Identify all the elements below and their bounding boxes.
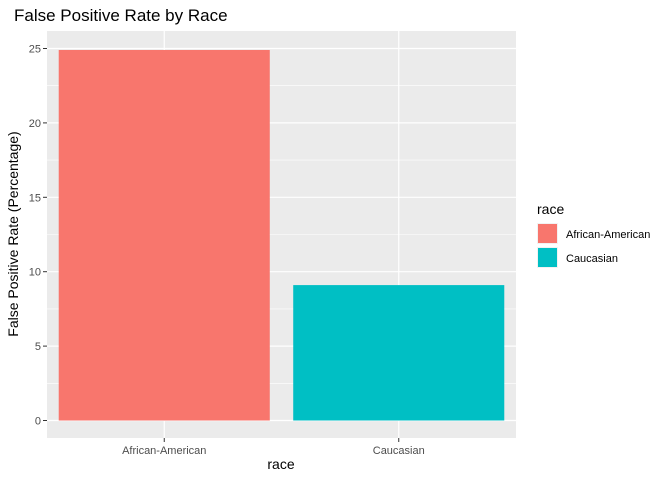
x-tick-label: African-American <box>122 445 206 457</box>
legend-swatch <box>538 248 557 267</box>
chart-title: False Positive Rate by Race <box>14 6 228 25</box>
y-axis-title: False Positive Rate (Percentage) <box>5 131 21 336</box>
bar-caucasian <box>293 285 505 421</box>
y-tick-label: 25 <box>29 44 41 56</box>
x-tick-label: Caucasian <box>373 445 425 457</box>
legend: race African-American Caucasian <box>537 201 650 268</box>
y-tick-label: 5 <box>35 341 41 353</box>
x-axis-ticks: African-American Caucasian <box>122 438 425 457</box>
x-axis-title: race <box>267 456 294 472</box>
y-tick-label: 0 <box>35 416 41 428</box>
legend-label: Caucasian <box>566 253 618 265</box>
legend-label: African-American <box>566 229 650 241</box>
y-axis-ticks: 0 5 10 15 20 25 <box>29 44 47 428</box>
y-tick-label: 10 <box>29 267 41 279</box>
bar-african-american <box>58 49 270 421</box>
y-tick-label: 20 <box>29 118 41 130</box>
legend-swatch <box>538 224 557 243</box>
y-tick-label: 15 <box>29 192 41 204</box>
legend-title: race <box>537 201 564 217</box>
bars <box>58 49 505 421</box>
